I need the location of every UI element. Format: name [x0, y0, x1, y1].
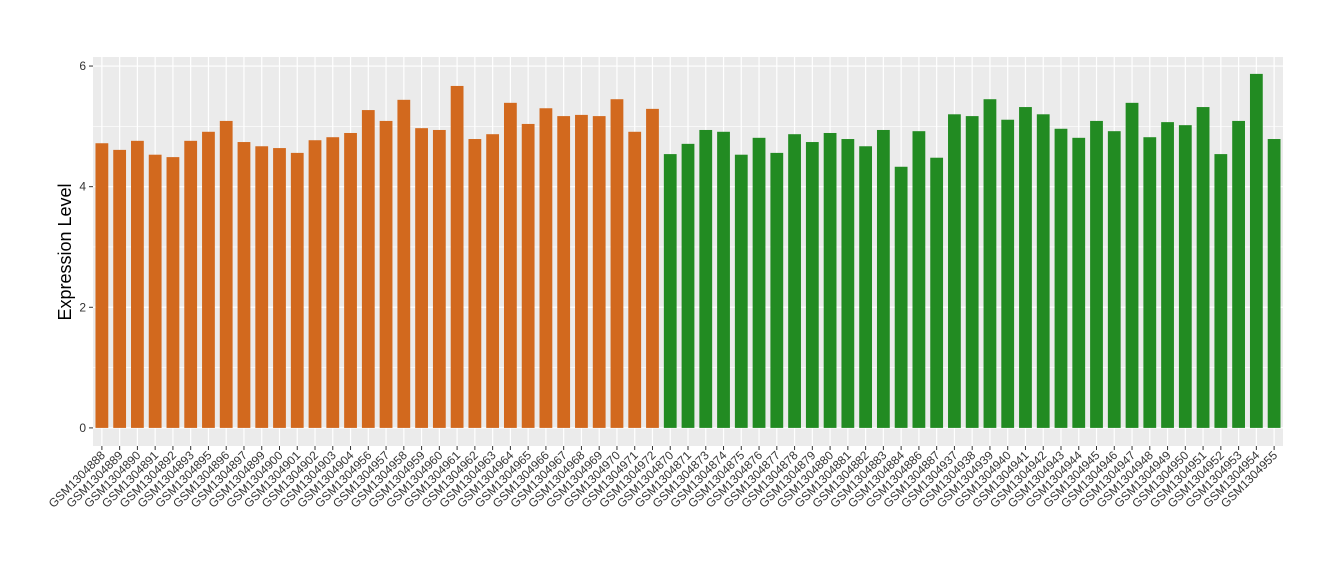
- bar: [752, 137, 766, 428]
- bar: [770, 152, 784, 428]
- y-tick-label: 4: [79, 180, 86, 194]
- bar: [1161, 122, 1174, 428]
- bar: [1214, 154, 1228, 428]
- bar: [415, 128, 428, 428]
- bar: [1249, 73, 1263, 428]
- bar: [397, 99, 411, 428]
- bar: [734, 154, 748, 428]
- bar: [468, 139, 482, 428]
- bar: [1196, 107, 1210, 428]
- bar: [663, 154, 677, 428]
- bar: [1072, 137, 1086, 428]
- y-tick-label: 6: [79, 59, 86, 73]
- bar: [592, 116, 606, 428]
- bar: [379, 120, 393, 428]
- bar: [326, 137, 340, 428]
- bar: [876, 129, 890, 428]
- bar: [450, 85, 464, 428]
- bar: [681, 143, 695, 428]
- bar: [95, 143, 109, 428]
- y-tick-label: 0: [79, 421, 86, 435]
- bar: [1090, 120, 1103, 428]
- bar: [344, 132, 357, 428]
- bar: [610, 99, 624, 428]
- bar: [859, 146, 873, 428]
- bar: [1036, 114, 1050, 428]
- bar: [930, 157, 944, 428]
- bar: [1232, 120, 1245, 428]
- bar: [823, 132, 837, 428]
- bar: [646, 108, 659, 428]
- bar: [1019, 107, 1032, 428]
- bar: [273, 148, 286, 428]
- bar: [965, 116, 979, 428]
- bar: [788, 134, 801, 428]
- bar: [1054, 128, 1068, 428]
- bar: [113, 149, 127, 428]
- bar: [912, 131, 926, 428]
- bar: [184, 140, 198, 428]
- bar: [717, 131, 730, 428]
- bar: [628, 131, 642, 428]
- bar: [148, 154, 162, 428]
- bar: [539, 108, 553, 428]
- bar: [202, 131, 215, 428]
- bar: [894, 166, 908, 428]
- bar: [983, 99, 997, 428]
- y-axis-label: Expression Level: [55, 183, 75, 320]
- bar: [308, 140, 322, 428]
- bar: [948, 114, 961, 428]
- bar: [841, 139, 855, 428]
- bar: [1267, 139, 1281, 428]
- bar: [521, 123, 535, 428]
- bar: [699, 129, 713, 428]
- bar: [1178, 125, 1192, 428]
- bar: [557, 116, 571, 428]
- bar: [166, 157, 180, 428]
- bar: [1001, 119, 1015, 428]
- bar: [486, 134, 500, 428]
- bar: [255, 146, 269, 428]
- bar: [1107, 131, 1121, 428]
- bar: [503, 102, 517, 428]
- bar: [432, 129, 446, 428]
- bar: [361, 110, 375, 428]
- bar: [575, 114, 588, 428]
- bar: [1125, 102, 1139, 428]
- bar: [237, 142, 251, 428]
- bar: [805, 142, 819, 428]
- bar: [131, 140, 144, 428]
- y-tick-label: 2: [79, 300, 86, 314]
- bar: [1143, 137, 1157, 428]
- bar: [219, 120, 233, 428]
- bar: [290, 152, 304, 428]
